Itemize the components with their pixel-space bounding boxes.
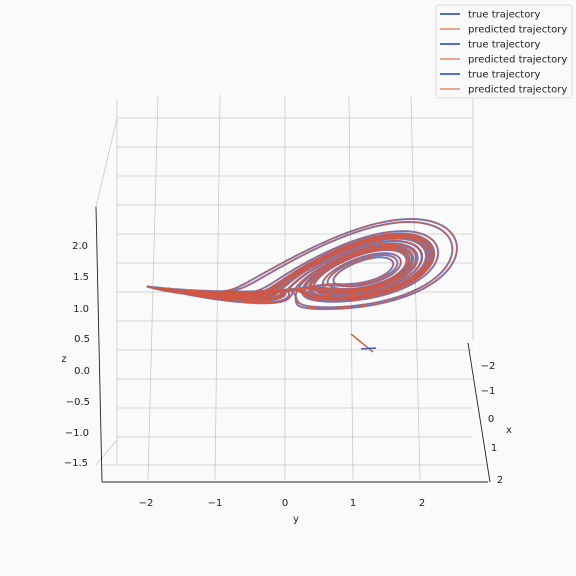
z-tick-label: −1.0 <box>65 428 89 439</box>
grid-line <box>95 439 118 466</box>
z-tick-label: 2.0 <box>72 241 88 252</box>
y-tick-label: 1 <box>350 498 356 509</box>
x-tick-label: −1 <box>481 386 496 397</box>
y-axis-label: y <box>293 514 299 525</box>
grid-line <box>214 94 221 481</box>
z-axis-line <box>95 206 103 483</box>
x-tick-label: −2 <box>481 361 496 372</box>
true-start-segment <box>360 347 377 350</box>
predicted-trajectory-line <box>146 218 458 310</box>
legend: true trajectory predicted trajectory true … <box>435 4 573 99</box>
legend-label: true trajectory <box>468 40 540 51</box>
legend-label: predicted trajectory <box>468 85 567 96</box>
z-tick-label: −0.5 <box>66 397 90 408</box>
trajectory-layer <box>146 217 459 353</box>
legend-label: predicted trajectory <box>468 25 567 36</box>
y-tick-label: 0 <box>282 498 288 509</box>
grid-line <box>95 117 118 208</box>
grid-line <box>410 94 421 481</box>
legend-box <box>435 4 573 99</box>
z-tick-label: 1.0 <box>73 304 89 315</box>
x-tick-label: 0 <box>488 414 494 425</box>
grid-line <box>348 94 354 481</box>
legend-label: predicted trajectory <box>468 55 567 66</box>
legend-label: true trajectory <box>468 10 540 21</box>
axis-lines <box>95 206 491 483</box>
x-axis-label: x <box>506 425 512 436</box>
x-tick-label: 2 <box>497 475 503 486</box>
y-tick-label: −2 <box>139 498 154 509</box>
x-axis-line <box>467 342 491 483</box>
z-tick-label: 0.0 <box>74 366 90 377</box>
y-ticks: −2 −1 0 1 2 y <box>139 498 426 525</box>
z-tick-label: −1.5 <box>64 458 88 469</box>
z-ticks: −1.5 −1.0 −0.5 0.0 0.5 1.0 1.5 2.0 z <box>61 241 90 469</box>
x-ticks: −2 −1 0 1 2 x <box>481 361 512 486</box>
legend-label: true trajectory <box>468 70 540 81</box>
y-tick-label: −1 <box>208 498 223 509</box>
y-tick-label: 2 <box>419 498 425 509</box>
z-tick-label: 1.5 <box>73 272 89 283</box>
z-axis-label: z <box>61 354 66 365</box>
z-tick-label: 0.5 <box>74 334 90 345</box>
x-tick-label: 1 <box>491 443 497 454</box>
